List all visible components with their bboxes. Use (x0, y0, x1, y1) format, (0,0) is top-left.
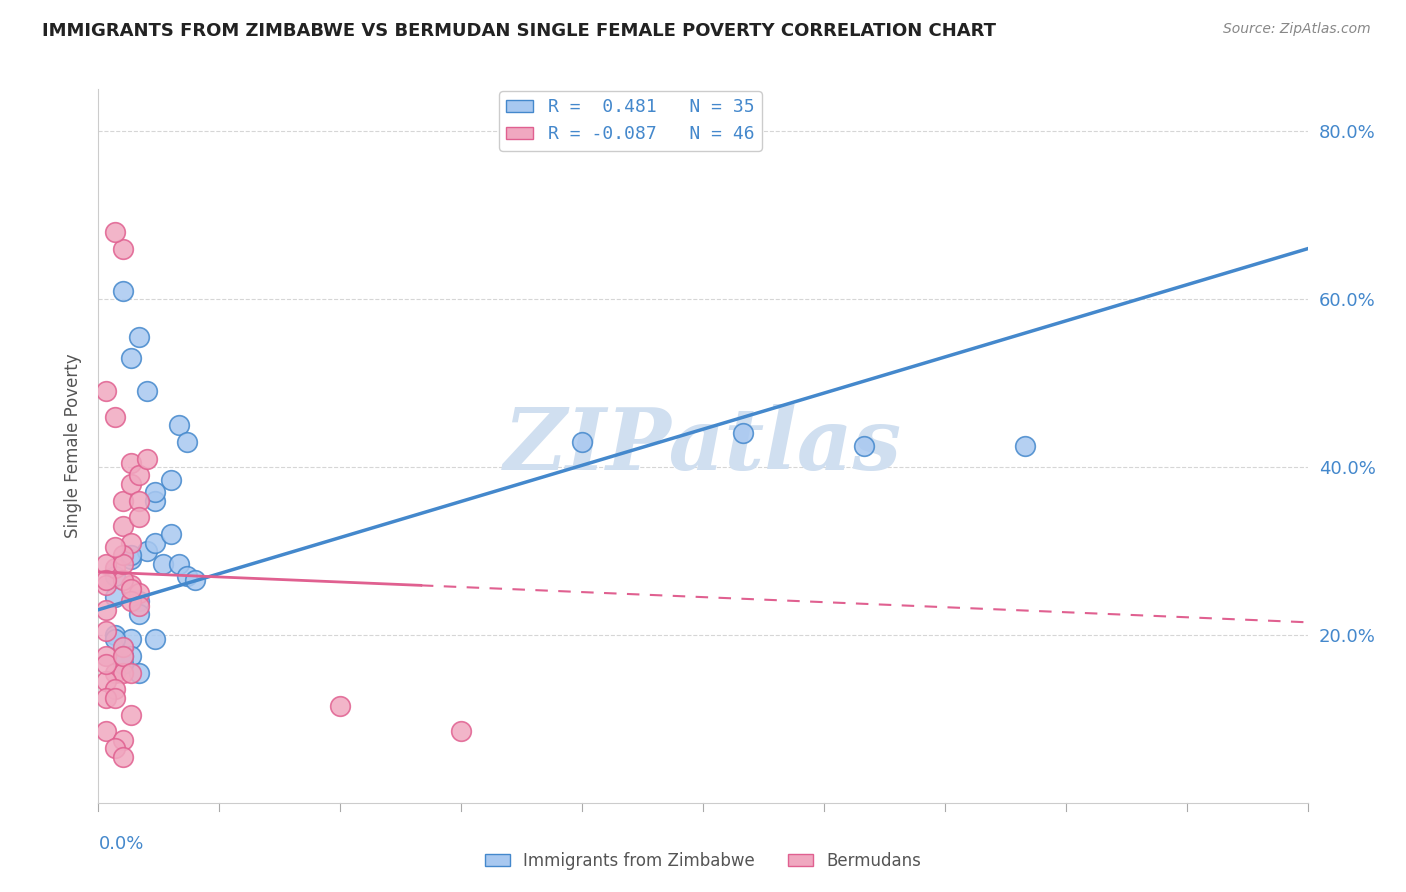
Point (111, 657, 134, 672)
Point (96, 557, 118, 571)
Point (111, 749, 134, 764)
Point (120, 665, 142, 680)
Point (160, 473, 183, 487)
Point (120, 707, 142, 722)
Point (103, 540, 125, 554)
Point (111, 732, 134, 747)
Point (96, 674, 118, 689)
Point (96, 384, 118, 399)
Point (120, 456, 142, 470)
Point (128, 493, 150, 508)
Point (120, 582, 142, 596)
Point (135, 384, 157, 399)
Point (167, 417, 190, 432)
Point (103, 632, 125, 646)
Text: Source: ZipAtlas.com: Source: ZipAtlas.com (1223, 22, 1371, 37)
Point (111, 665, 134, 680)
Point (143, 485, 166, 500)
Point (128, 665, 150, 680)
Point (96, 724, 118, 739)
Point (128, 510, 150, 524)
Point (111, 648, 134, 663)
Point (96, 657, 118, 672)
Point (103, 225, 125, 239)
Point (111, 557, 134, 571)
Point (120, 535, 142, 549)
Legend: R =  0.481   N = 35, R = -0.087   N = 46: R = 0.481 N = 35, R = -0.087 N = 46 (499, 91, 762, 151)
Point (103, 590, 125, 604)
Point (128, 468, 150, 483)
Point (329, 699, 352, 714)
Point (152, 557, 174, 571)
Point (96, 690, 118, 705)
Point (103, 560, 125, 574)
Point (450, 724, 472, 739)
Point (167, 557, 190, 571)
Point (120, 548, 142, 562)
Point (103, 690, 125, 705)
Point (103, 665, 125, 680)
Point (128, 599, 150, 613)
Point (103, 409, 125, 424)
Point (120, 594, 142, 608)
Point (176, 569, 198, 583)
Point (184, 574, 207, 588)
Point (96, 624, 118, 638)
Point (120, 648, 142, 663)
Point (571, 434, 593, 449)
Point (111, 574, 134, 588)
Point (120, 476, 142, 491)
Point (111, 640, 134, 655)
Point (143, 493, 166, 508)
Text: IMMIGRANTS FROM ZIMBABWE VS BERMUDAN SINGLE FEMALE POVERTY CORRELATION CHART: IMMIGRANTS FROM ZIMBABWE VS BERMUDAN SIN… (42, 22, 997, 40)
Point (96, 574, 118, 588)
Point (128, 330, 150, 344)
Point (111, 284, 134, 298)
Point (120, 577, 142, 591)
Point (120, 351, 142, 365)
Point (111, 640, 134, 655)
Point (135, 544, 157, 558)
Point (128, 607, 150, 621)
Legend: Immigrants from Zimbabwe, Bermudans: Immigrants from Zimbabwe, Bermudans (478, 846, 928, 877)
Point (128, 594, 150, 608)
Point (128, 586, 150, 600)
Point (143, 535, 166, 549)
Point (143, 632, 166, 646)
Text: ZIPatlas: ZIPatlas (503, 404, 903, 488)
Point (120, 632, 142, 646)
Y-axis label: Single Female Poverty: Single Female Poverty (63, 354, 82, 538)
Point (160, 527, 183, 541)
Point (103, 741, 125, 756)
Point (120, 552, 142, 566)
Point (135, 451, 157, 466)
Point (103, 682, 125, 697)
Point (96, 603, 118, 617)
Point (96, 577, 118, 591)
Point (96, 648, 118, 663)
Point (733, 426, 755, 441)
Point (103, 569, 125, 583)
Point (111, 242, 134, 256)
Text: 0.0%: 0.0% (98, 835, 143, 853)
Point (103, 628, 125, 642)
Point (111, 493, 134, 508)
Point (111, 548, 134, 562)
Point (111, 648, 134, 663)
Point (853, 439, 876, 453)
Point (111, 518, 134, 533)
Point (176, 434, 198, 449)
Point (1014, 439, 1036, 453)
